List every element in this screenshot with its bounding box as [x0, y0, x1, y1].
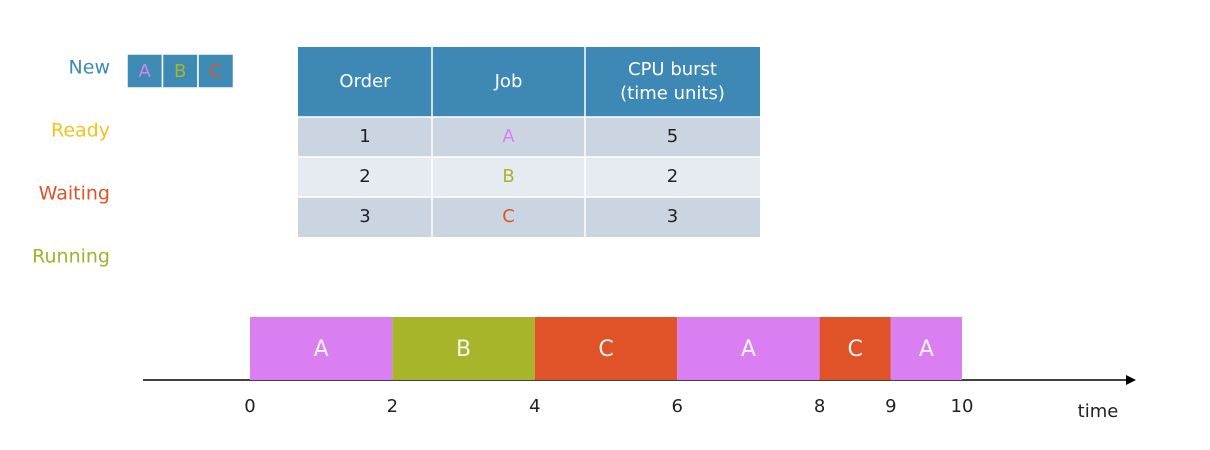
segment-label: C: [848, 337, 863, 362]
table-cell: A: [502, 126, 515, 147]
table-cell: 3: [359, 206, 370, 227]
gantt-segment: [392, 317, 535, 380]
gantt-segment: [534, 317, 678, 380]
segment-label: C: [598, 337, 613, 362]
header-cell: CPU burst (time units): [620, 59, 725, 104]
tick-label: 2: [387, 396, 398, 417]
table-cell: 2: [667, 166, 678, 187]
segment-label: A: [741, 337, 756, 362]
tick-label: 10: [951, 396, 974, 417]
state-label: Waiting: [39, 183, 110, 205]
tick-label: 9: [885, 396, 896, 417]
header-cell: Order: [339, 71, 391, 92]
segment-label: B: [456, 337, 471, 362]
table-cell: C: [502, 206, 515, 227]
table-row: [298, 157, 760, 197]
table-cell: 3: [667, 206, 678, 227]
segment-label: A: [919, 337, 934, 362]
gantt-segment: [819, 317, 891, 380]
table-row: [298, 117, 760, 157]
gantt-segment: [890, 317, 962, 380]
table-cell: 5: [667, 126, 678, 147]
tick-label: 6: [671, 396, 682, 417]
segment-label: A: [314, 337, 329, 362]
tick-label: 8: [814, 396, 825, 417]
queue-item: A: [139, 61, 152, 82]
table-cell: 2: [359, 166, 370, 187]
axis-label: time: [1078, 401, 1119, 422]
queue-box: [161, 53, 199, 89]
header-cell: Job: [494, 71, 523, 92]
table-header: [298, 47, 760, 117]
gantt-segment: [250, 317, 393, 380]
queue-item: B: [174, 61, 186, 82]
table-cell: B: [502, 166, 514, 187]
state-label: Ready: [51, 120, 110, 142]
queue-box: [197, 53, 235, 89]
table-cell: 1: [359, 126, 370, 147]
state-label: New: [69, 57, 110, 79]
tick-label: 0: [244, 396, 255, 417]
gantt-segment: [677, 317, 820, 380]
tick-label: 4: [529, 396, 540, 417]
table-row: [298, 197, 760, 237]
axis-arrow: [1126, 375, 1136, 385]
state-label: Running: [32, 246, 110, 268]
queue-item: C: [209, 61, 222, 82]
